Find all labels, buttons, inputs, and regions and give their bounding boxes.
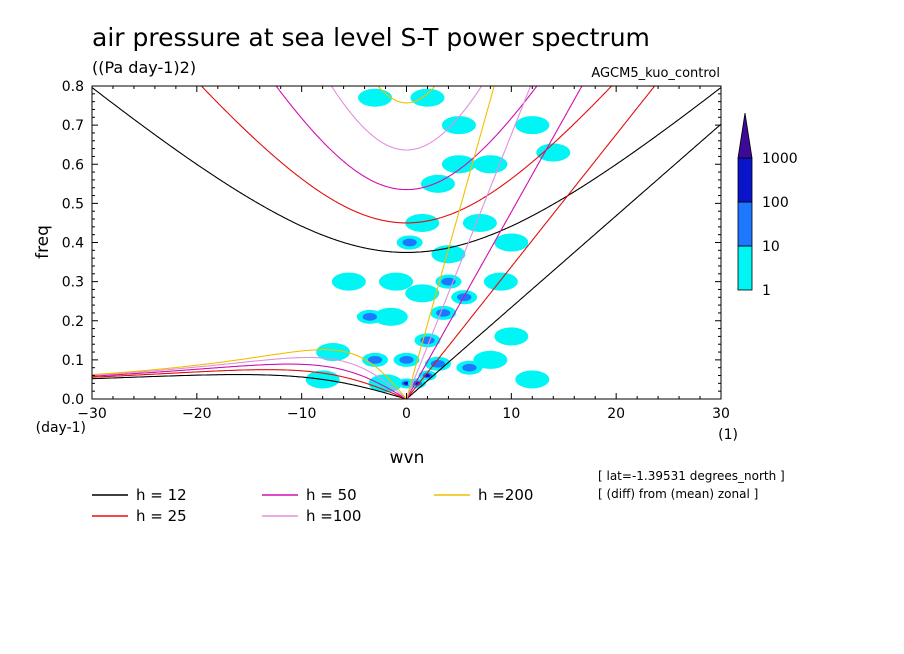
y-tick-label: 0.4 xyxy=(62,236,84,252)
rossby-curve xyxy=(92,363,407,399)
colorbar-label: 1000 xyxy=(762,151,798,167)
inertia-gravity-curve xyxy=(275,86,538,191)
spectrum-blob xyxy=(441,116,476,135)
inertia-gravity-curve xyxy=(200,86,613,224)
note-diff: [ (diff) from (mean) zonal ] xyxy=(598,487,758,501)
legend-label: h = 50 xyxy=(306,486,357,504)
spectrum-blob-core xyxy=(399,356,414,364)
spectrum-blob xyxy=(483,272,518,291)
inertia-gravity-curve xyxy=(377,86,436,104)
x-tick-label: 10 xyxy=(502,406,520,422)
run-label: AGCM5_kuo_control xyxy=(591,66,720,81)
colorbar-label: 100 xyxy=(762,195,789,211)
rossby-curve xyxy=(92,349,407,399)
y-tick-label: 0.1 xyxy=(62,353,84,369)
colorbar-segment xyxy=(737,245,753,291)
colorbar-label: 10 xyxy=(762,239,780,255)
spectrum-blob-core xyxy=(402,238,417,247)
y-tick-label: 0.2 xyxy=(62,314,84,330)
y-tick-label: 0.7 xyxy=(62,118,84,134)
inertia-gravity-curve xyxy=(330,86,483,151)
colorbar: 1 10 100 1000 xyxy=(737,112,798,299)
spectrum-blob xyxy=(373,307,408,326)
spectrum-blob xyxy=(358,88,393,107)
spectrum-blob-peak xyxy=(403,381,410,385)
kelvin-curve xyxy=(406,123,721,399)
spectrum-blob xyxy=(462,213,497,232)
y-axis-title: freq xyxy=(33,225,53,259)
spectrum-blob xyxy=(405,213,440,232)
axis-ticks: −30 −20 −10 0 10 20 30 0.0 0.1 0.2 0.3 0.4 0.5 0.6 0.7… xyxy=(62,79,730,422)
rossby-curve xyxy=(92,374,407,399)
y-tick-label: 0.0 xyxy=(62,392,84,408)
note-latitude: [ lat=-1.39531 degrees_north ] xyxy=(598,469,785,483)
y-tick-label: 0.5 xyxy=(62,196,84,212)
x-unit-label: (1) xyxy=(718,427,738,443)
legend: h = 12 h = 25 h = 50 h =100 h =200 xyxy=(92,486,533,525)
x-tick-label: 20 xyxy=(607,406,625,422)
spectrum-blob-core xyxy=(457,293,472,302)
colorbar-arrow xyxy=(737,112,753,159)
spectrum-blob xyxy=(379,272,414,291)
spectrum-blob-core xyxy=(436,309,451,317)
x-tick-label: 0 xyxy=(402,406,411,422)
spectrum-blob xyxy=(441,155,476,174)
spectrum-blob xyxy=(536,143,571,162)
colorbar-segment xyxy=(737,157,753,203)
spectrum-blob xyxy=(494,233,529,252)
spectrum-blob-core xyxy=(430,359,446,368)
y-tick-label: 0.3 xyxy=(62,275,84,291)
y-tick-label: 0.6 xyxy=(62,157,84,173)
spectrum-blob-core xyxy=(462,363,477,372)
spectrum-blob xyxy=(515,370,550,389)
chart-title: air pressure at sea level S-T power spec… xyxy=(92,23,650,52)
kelvin-curve xyxy=(405,86,532,399)
chart-units: ((Pa day-1)2) xyxy=(92,58,196,77)
spectrum-blob xyxy=(410,88,445,107)
legend-label: h = 12 xyxy=(136,486,187,504)
spectrum-blob xyxy=(368,374,403,393)
spectrum-blob xyxy=(515,116,550,135)
inertia-gravity-curve xyxy=(92,87,721,253)
spectrum-blob xyxy=(405,284,440,303)
kelvin-curve xyxy=(405,86,495,399)
legend-label: h = 25 xyxy=(136,507,187,525)
legend-label: h =200 xyxy=(478,486,533,504)
dispersion-curves xyxy=(92,86,721,399)
x-tick-label: 30 xyxy=(712,406,730,422)
spectrum-blob xyxy=(316,343,351,362)
spectrum-blob xyxy=(331,272,366,291)
rossby-curve xyxy=(92,356,407,399)
spectrum-shading xyxy=(305,88,571,393)
spectrum-blob-core xyxy=(367,356,383,364)
spectrum-blob xyxy=(420,174,455,193)
x-tick-label: −10 xyxy=(287,406,317,422)
colorbar-label: 1 xyxy=(762,283,771,299)
spectrum-blob xyxy=(494,327,529,346)
x-axis-title: wvn xyxy=(390,448,425,468)
kelvin-curve xyxy=(406,86,583,399)
rossby-curve xyxy=(92,369,407,399)
colorbar-segment xyxy=(737,201,753,247)
spectrum-blob xyxy=(473,155,508,174)
spectrum-blob xyxy=(473,350,508,369)
x-tick-label: −30 xyxy=(77,406,107,422)
kelvin-curve xyxy=(406,86,656,399)
spectrum-blob-core xyxy=(362,312,377,321)
y-tick-label: 0.8 xyxy=(62,79,84,95)
x-tick-label: −20 xyxy=(182,406,212,422)
legend-label: h =100 xyxy=(306,507,361,525)
y-unit-label: (day-1) xyxy=(36,420,86,436)
